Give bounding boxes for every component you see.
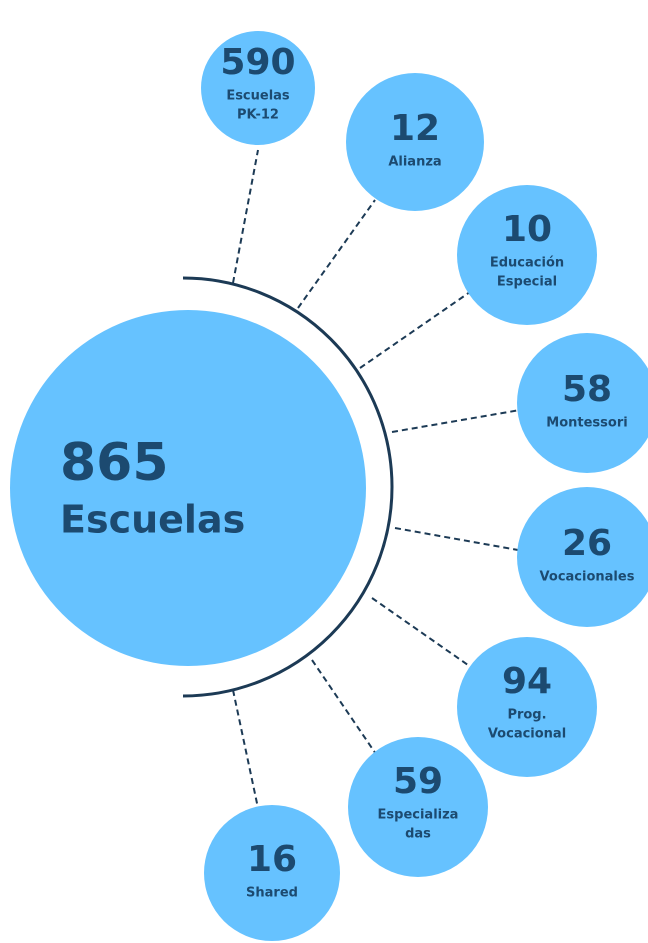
node-label: Vocacional	[488, 727, 566, 742]
node-label: Especializa	[378, 808, 459, 823]
connector	[232, 689, 259, 809]
connector	[297, 199, 376, 309]
node-number: 16	[247, 839, 297, 880]
node-circle	[204, 805, 340, 941]
arc	[182, 276, 394, 698]
connector	[371, 597, 469, 666]
node-circle	[348, 737, 488, 877]
node-circle	[517, 333, 648, 473]
connector	[232, 149, 259, 284]
node-label: PK-12	[237, 108, 279, 123]
node-circle	[517, 487, 648, 627]
connector	[359, 291, 471, 369]
connector	[391, 409, 521, 433]
node-label: Montessori	[546, 416, 627, 431]
node-number: 10	[502, 209, 552, 250]
center-number: 865	[60, 433, 169, 493]
node-label: Vocacionales	[540, 570, 635, 585]
nodes: 590 Escuelas PK-12 12 Alianza 10 Educación Espe…	[201, 31, 648, 941]
node-label: Prog.	[507, 708, 546, 723]
node-label: Escuelas	[226, 89, 290, 104]
node-circle	[457, 185, 597, 325]
node-number: 26	[562, 523, 612, 564]
node-circle	[457, 637, 597, 777]
node-circle	[201, 31, 315, 145]
node-label: Shared	[246, 886, 298, 901]
connectors	[232, 149, 521, 809]
connector	[311, 659, 379, 758]
node-number: 12	[390, 108, 440, 149]
center-label: Escuelas	[60, 498, 245, 542]
node-label: Alianza	[388, 155, 441, 170]
connector	[394, 527, 519, 551]
node-number: 59	[393, 761, 443, 802]
node-number: 94	[502, 661, 552, 702]
node-number: 58	[562, 369, 612, 410]
node-label: Especial	[497, 275, 557, 290]
node-number: 590	[220, 42, 295, 83]
node-circle	[346, 73, 484, 211]
node-label: das	[405, 827, 431, 842]
node-label: Educación	[490, 256, 564, 271]
center-circle	[10, 310, 366, 666]
